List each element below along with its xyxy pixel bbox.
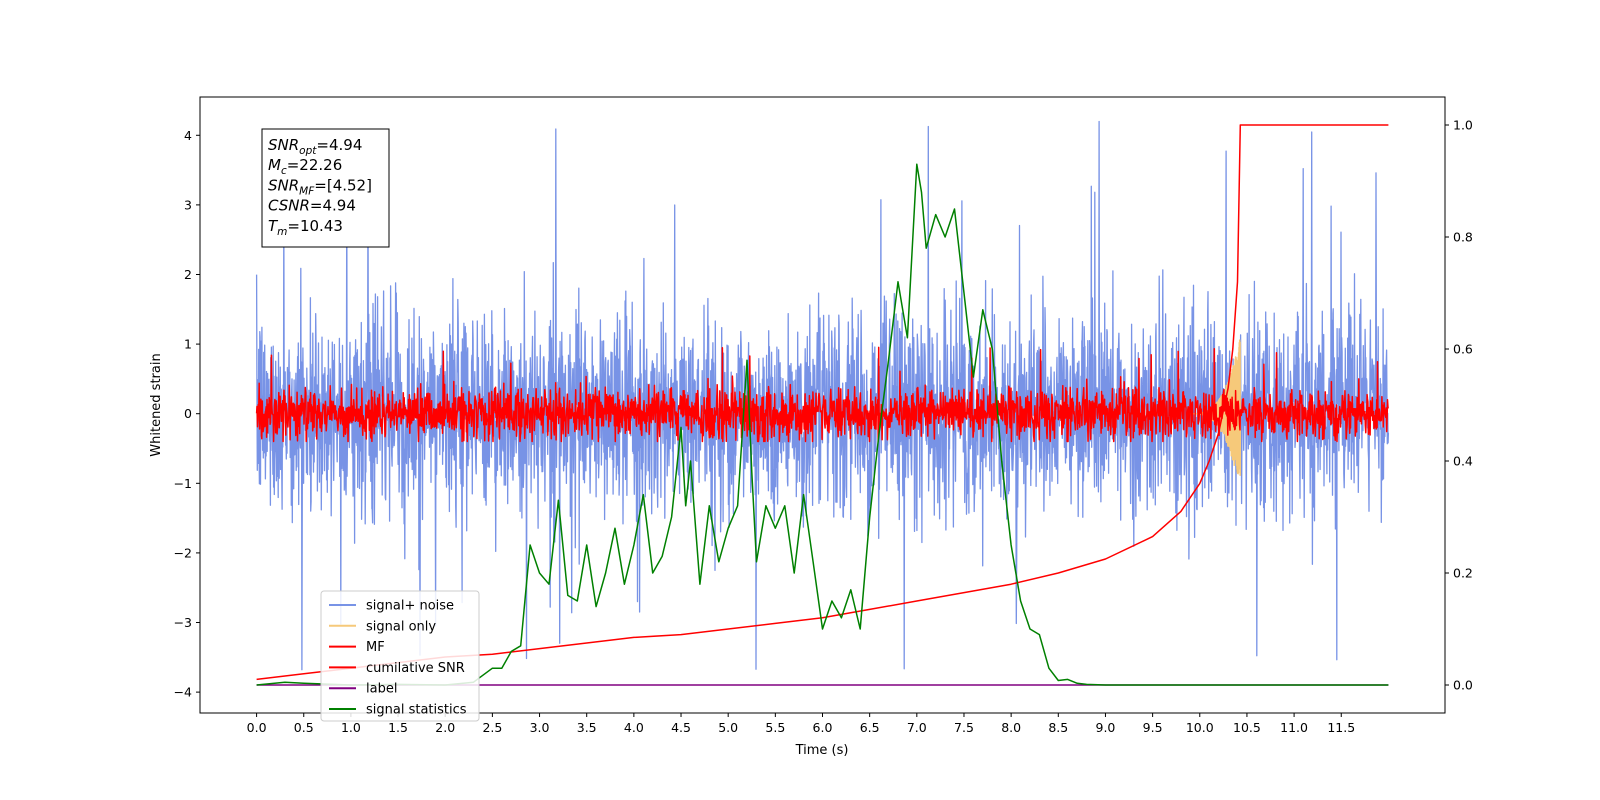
y-tick-label: 0 bbox=[184, 406, 192, 421]
x-tick-label: 1.0 bbox=[341, 720, 361, 735]
x-axis: 0.0 0.5 1.0 1.5 2.0 2.5 3.0 3.5 4.0 4.5 5.0 5.5 6.0 6… bbox=[247, 713, 1355, 735]
legend-item-mf: MF bbox=[329, 640, 385, 655]
x-tick-label: 8.5 bbox=[1048, 720, 1068, 735]
x-tick-label: 5.5 bbox=[765, 720, 785, 735]
annotation-symbol: CSNR bbox=[268, 197, 310, 215]
legend-label: MF bbox=[366, 640, 385, 655]
annotation-line: Tm=10.43 bbox=[268, 217, 343, 238]
legend-label: cumilative SNR bbox=[366, 661, 465, 676]
x-tick-label: 3.0 bbox=[530, 720, 550, 735]
annotation-line: SNRMF=[4.52] bbox=[268, 176, 372, 197]
x-axis-label: Time (s) bbox=[795, 743, 849, 758]
x-tick-label: 8.0 bbox=[1001, 720, 1021, 735]
x-tick-label: 11.5 bbox=[1327, 720, 1355, 735]
legend: signal+ noise signal only MF cumilative SNR… bbox=[320, 590, 480, 722]
annotation-subscript: opt bbox=[299, 145, 317, 157]
x-tick-label: 4.0 bbox=[624, 720, 644, 735]
legend-item-label: label bbox=[329, 682, 397, 697]
y-tick-label: 3 bbox=[184, 197, 192, 212]
annotation-box: SNRopt=4.94Mc=22.26SNRMF=[4.52]CSNR=4.94… bbox=[261, 128, 390, 248]
annotation-line: Mc=22.26 bbox=[268, 156, 342, 177]
annotation-value: =10.43 bbox=[287, 217, 343, 235]
y-tick-label: 2 bbox=[184, 267, 192, 282]
annotation-line: CSNR=4.94 bbox=[268, 197, 356, 215]
legend-label: signal statistics bbox=[366, 703, 467, 718]
y-tick-label: −3 bbox=[174, 615, 192, 630]
annotation-frame bbox=[261, 128, 390, 248]
legend-item-signal-only: signal only bbox=[329, 619, 436, 634]
y2-tick-label: 0.8 bbox=[1453, 230, 1473, 245]
y2-tick-label: 0.0 bbox=[1453, 678, 1473, 693]
y-tick-label: −4 bbox=[174, 685, 192, 700]
annotation-subscript: MF bbox=[299, 185, 315, 197]
series-mf bbox=[255, 346, 1390, 443]
y-tick-label: −2 bbox=[174, 545, 192, 560]
annotation-value: =4.94 bbox=[310, 197, 356, 215]
x-tick-label: 0.5 bbox=[294, 720, 314, 735]
y2-tick-label: 0.4 bbox=[1453, 454, 1473, 469]
annotation-subscript: c bbox=[281, 165, 287, 177]
series-signal-statistics bbox=[256, 163, 1389, 686]
x-tick-label: 6.5 bbox=[860, 720, 880, 735]
x-tick-label: 9.5 bbox=[1143, 720, 1163, 735]
series-cumilative-snr bbox=[256, 124, 1389, 681]
x-tick-label: 10.5 bbox=[1233, 720, 1261, 735]
x-tick-label: 7.0 bbox=[907, 720, 927, 735]
annotation-value: =22.26 bbox=[287, 156, 343, 174]
x-tick-label: 4.5 bbox=[671, 720, 691, 735]
annotation-symbol: SNR bbox=[268, 136, 299, 154]
legend-label: signal only bbox=[366, 619, 436, 634]
legend-label: signal+ noise bbox=[366, 599, 454, 614]
x-tick-label: 7.5 bbox=[954, 720, 974, 735]
y-axis-label: Whitened strain bbox=[149, 353, 164, 456]
x-tick-label: 6.0 bbox=[813, 720, 833, 735]
legend-label: label bbox=[366, 682, 397, 697]
x-tick-label: 5.0 bbox=[718, 720, 738, 735]
legend-item-signal-noise: signal+ noise bbox=[329, 599, 454, 614]
annotation-symbol: SNR bbox=[268, 176, 299, 194]
y2-tick-label: 0.2 bbox=[1453, 566, 1473, 581]
y-tick-label: 1 bbox=[184, 337, 192, 352]
y-axis-left: −4 −3 −2 −1 0 1 2 3 4 bbox=[174, 128, 200, 700]
y-axis-right: 0.0 0.2 0.4 0.6 0.8 1.0 bbox=[1445, 118, 1473, 693]
annotation-subscript: m bbox=[277, 226, 287, 238]
x-tick-label: 2.5 bbox=[482, 720, 502, 735]
x-tick-label: 0.0 bbox=[247, 720, 267, 735]
y2-tick-label: 0.6 bbox=[1453, 342, 1473, 357]
x-tick-label: 3.5 bbox=[577, 720, 597, 735]
x-tick-label: 2.0 bbox=[435, 720, 455, 735]
x-tick-label: 9.0 bbox=[1096, 720, 1116, 735]
annotation-line: SNRopt=4.94 bbox=[268, 136, 362, 157]
legend-item-signal-statistics: signal statistics bbox=[329, 703, 467, 718]
legend-frame bbox=[320, 590, 480, 722]
y2-tick-label: 1.0 bbox=[1453, 118, 1473, 133]
x-tick-label: 1.5 bbox=[388, 720, 408, 735]
annotation-value: =[4.52] bbox=[314, 176, 372, 194]
y-tick-label: 4 bbox=[184, 128, 192, 143]
annotation-symbol: M bbox=[268, 156, 281, 174]
annotation-symbol: T bbox=[268, 217, 279, 235]
x-tick-label: 11.0 bbox=[1280, 720, 1308, 735]
legend-item-cumilative-snr: cumilative SNR bbox=[329, 661, 465, 676]
series-signal-noise bbox=[255, 120, 1390, 671]
y-tick-label: −1 bbox=[174, 476, 192, 491]
x-tick-label: 10.0 bbox=[1186, 720, 1214, 735]
annotation-value: =4.94 bbox=[316, 136, 362, 154]
